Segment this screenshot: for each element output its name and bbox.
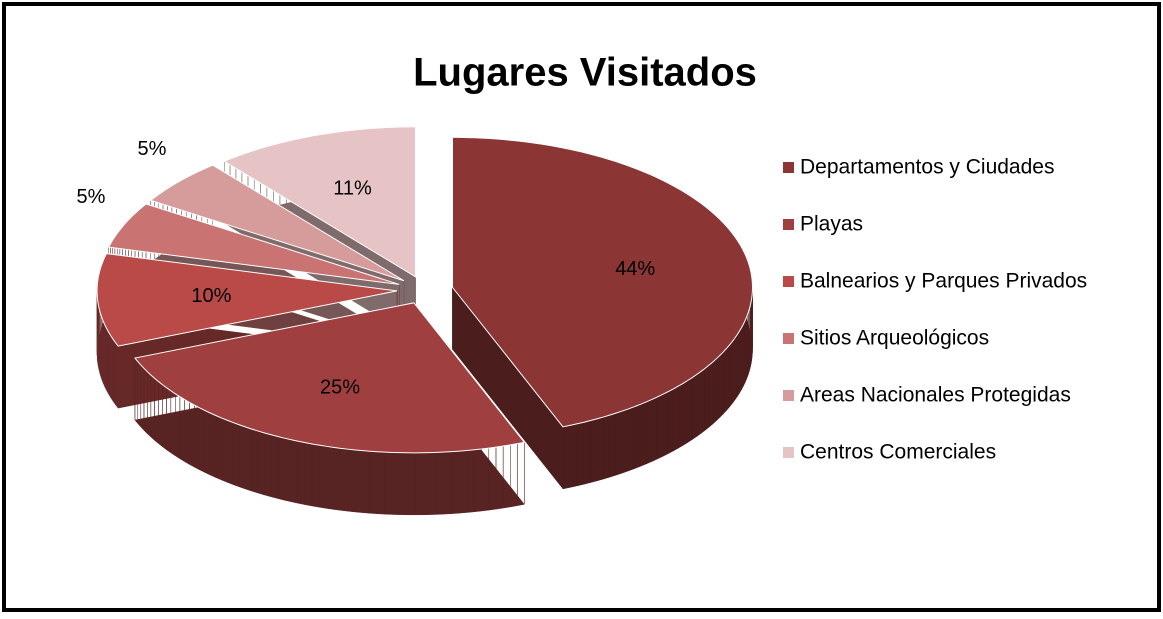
slice xyxy=(452,136,754,428)
legend-label: Playas xyxy=(800,213,863,236)
data-label: 25% xyxy=(320,376,360,398)
data-label: 5% xyxy=(76,186,105,208)
legend-swatch xyxy=(783,162,794,173)
legend-swatch xyxy=(783,447,794,458)
data-label: 10% xyxy=(191,285,231,307)
data-label: 5% xyxy=(138,138,167,160)
chart-title: Lugares Visitados xyxy=(413,51,757,95)
legend-swatch xyxy=(783,276,794,287)
legend-label: Sitios Arqueológicos xyxy=(800,327,989,350)
data-label: 11% xyxy=(333,178,372,200)
slice xyxy=(134,302,526,454)
legend-label: Balnearios y Parques Privados xyxy=(800,270,1087,293)
legend-swatch xyxy=(783,219,794,230)
legend-label: Departamentos y Ciudades xyxy=(800,156,1054,179)
legend-swatch xyxy=(783,390,794,401)
legend-swatch xyxy=(783,333,794,344)
slice xyxy=(149,164,405,282)
legend-label: Areas Nacionales Protegidas xyxy=(800,384,1071,407)
slice xyxy=(223,126,417,278)
legend-label: Centros Comerciales xyxy=(800,441,996,464)
data-label: 44% xyxy=(615,258,655,280)
slice xyxy=(96,253,398,347)
slice xyxy=(107,203,400,285)
